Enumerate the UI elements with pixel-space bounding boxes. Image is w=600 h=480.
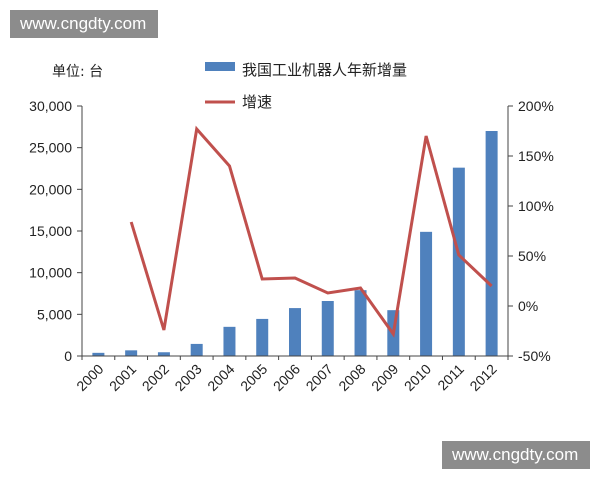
right-tick-label: 100% [518,198,554,214]
bar-2012 [485,131,498,356]
x-tick-label: 2001 [106,361,139,394]
x-tick-label: 2006 [270,361,303,394]
unit-label: 单位: 台 [52,64,103,80]
right-tick-label: 150% [518,148,554,164]
x-tick-label: 2007 [303,361,336,394]
x-axis-ticks: 2000 2001 2002 2003 2004 2005 2006 2007 2008 2009… [73,356,509,394]
x-tick-label: 2009 [368,361,401,394]
left-tick-label: 20,000 [29,181,72,197]
bar-2007 [321,301,334,356]
left-tick-label: 10,000 [29,265,72,281]
right-tick-label: 0% [518,298,538,314]
left-tick-label: 25,000 [29,140,72,156]
right-tick-label: 50% [518,248,546,264]
left-tick-label: 0 [64,348,72,364]
bar-2011 [452,167,465,356]
x-tick-label: 2000 [73,361,106,394]
line-series [129,125,493,338]
bar-2006 [289,308,301,356]
bar-2004 [223,326,236,356]
x-tick-label: 2010 [401,361,434,394]
left-axis-ticks: 0 5,000 10,000 15,000 20,000 25,000 30,000 [29,98,82,364]
growth-line [129,125,493,338]
x-tick-label: 2004 [204,361,237,394]
x-tick-label: 2002 [139,361,172,394]
bar-2003 [190,343,203,356]
bar-2008 [354,290,367,356]
legend-swatch-bar [205,62,235,71]
x-tick-label: 2005 [237,361,270,394]
x-tick-label: 2011 [434,361,467,394]
x-tick-label: 2012 [466,361,499,394]
left-tick-label: 15,000 [29,223,72,239]
legend-label-line: 增速 [242,93,272,111]
left-tick-label: 5,000 [37,306,72,322]
right-axis-ticks: -50% 0% 50% 100% 150% 200% [508,98,554,364]
right-tick-label: -50% [518,348,551,364]
bar-2001 [125,350,138,356]
bar-2002 [157,352,170,356]
legend: 我国工业机器人年新增量 增速 [205,61,407,111]
x-tick-label: 2008 [335,361,368,394]
left-tick-label: 30,000 [29,98,72,114]
right-tick-label: 200% [518,98,554,114]
legend-label-bar: 我国工业机器人年新增量 [242,61,407,79]
watermark-bottom: www.cngdty.com [442,441,590,469]
x-tick-label: 2003 [171,361,204,394]
bar-2005 [256,318,269,356]
bar-2000 [92,352,105,356]
watermark-top: www.cngdty.com [10,10,158,38]
bar-series [92,131,498,356]
bar-2010 [420,231,433,356]
